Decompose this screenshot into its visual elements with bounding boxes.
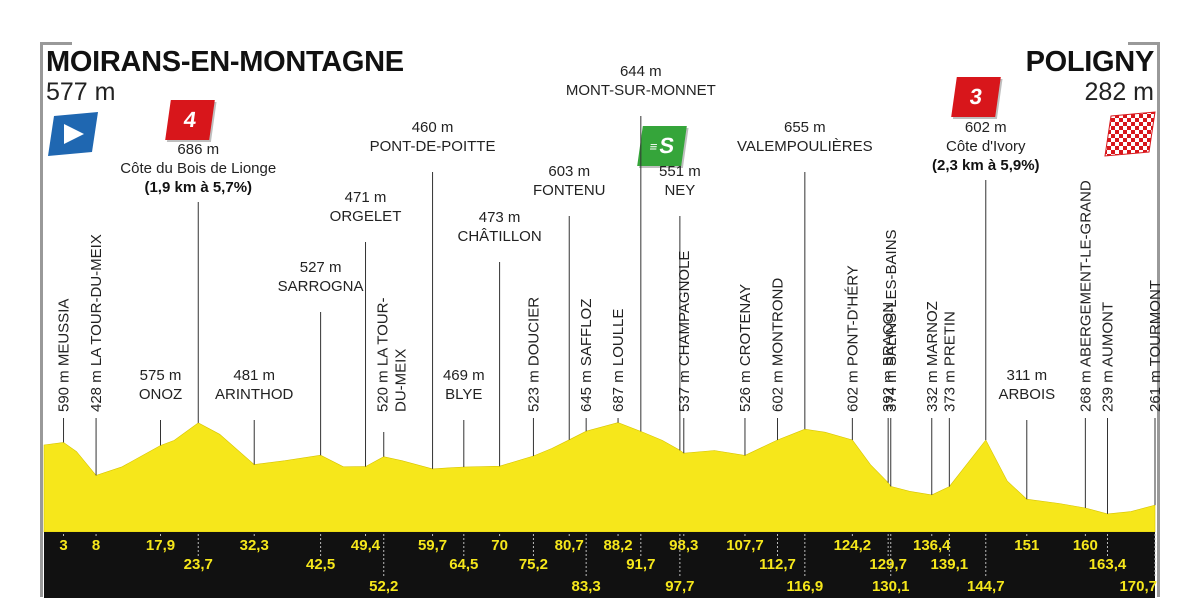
km-label: 32,3 — [240, 537, 269, 554]
km-label: 144,7 — [967, 578, 1005, 595]
climb-detail: (1,9 km à 5,7%) — [144, 179, 252, 196]
waypoint-label: 537 m CHAMPAGNOLE — [676, 251, 693, 412]
waypoint-name: MONT-SUR-MONNET — [566, 82, 716, 99]
km-label: 170,7 — [1119, 578, 1157, 595]
waypoint-elevation: 644 m — [620, 63, 662, 80]
km-band — [44, 532, 1155, 598]
waypoint-elevation: 460 m — [412, 119, 454, 136]
waypoint-elevation: 481 m — [233, 367, 275, 384]
km-label: 124,2 — [834, 537, 872, 554]
waypoint-name: BLYE — [445, 386, 482, 403]
climb-name: Côte du Bois de Lionge — [120, 160, 276, 177]
waypoint-label: 261 m TOURMONT — [1147, 280, 1164, 412]
km-label: 49,4 — [351, 537, 381, 554]
checkered-flag-icon — [1104, 111, 1156, 157]
km-label: 75,2 — [519, 556, 548, 573]
km-label: 98,3 — [669, 537, 698, 554]
km-label: 163,4 — [1089, 556, 1127, 573]
km-label: 8 — [92, 537, 100, 554]
km-label: 97,7 — [665, 578, 694, 595]
waypoint-label: 239 m AUMONT — [1099, 302, 1116, 412]
waypoint-elevation: 575 m — [140, 367, 182, 384]
waypoint-name: PONT-DE-POITTE — [370, 138, 496, 155]
frame-top-left — [40, 42, 72, 45]
climb-elevation: 686 m — [177, 141, 219, 158]
waypoint-label: 520 m LA TOUR- — [375, 298, 392, 413]
km-label: 23,7 — [184, 556, 213, 573]
waypoint-label: 602 m MONTROND — [770, 278, 787, 412]
km-label: 3 — [59, 537, 67, 554]
start-town: MOIRANS-EN-MONTAGNE — [46, 46, 404, 78]
waypoint-elevation: 471 m — [345, 189, 387, 206]
climb-detail: (2,3 km à 5,9%) — [932, 157, 1040, 174]
km-label: 130,1 — [872, 578, 910, 595]
waypoint-elevation: 527 m — [300, 259, 342, 276]
waypoint-elevation: 473 m — [479, 209, 521, 226]
km-label: 59,7 — [418, 537, 447, 554]
km-label: 42,5 — [306, 556, 335, 573]
km-label: 139,1 — [931, 556, 969, 573]
waypoint-name: SARROGNA — [278, 278, 364, 295]
waypoint-elevation: 311 m — [1006, 367, 1047, 384]
km-label: 80,7 — [555, 537, 584, 554]
waypoint-label: 645 m SAFFLOZ — [578, 299, 595, 412]
km-label: 136,4 — [913, 537, 951, 554]
waypoint-elevation: 551 m — [659, 163, 701, 180]
waypoint-label: 373 m PRETIN — [941, 311, 958, 412]
frame-left — [40, 42, 43, 597]
waypoint-label: 523 m DOUCIER — [525, 297, 542, 412]
waypoint-elevation: 655 m — [784, 119, 826, 136]
km-label: 107,7 — [726, 537, 764, 554]
km-label: 129,7 — [869, 556, 907, 573]
profile-area — [43, 422, 1156, 533]
waypoint-name: NEY — [664, 182, 695, 199]
climb-elevation: 602 m — [965, 119, 1007, 136]
waypoint-label: 392 m BRACON — [880, 302, 897, 412]
waypoint-name: ONOZ — [139, 386, 182, 403]
km-label: 88,2 — [603, 537, 632, 554]
start-flag-icon — [48, 112, 98, 156]
waypoint-label: 374 m SALINS-LES-BAINS — [883, 229, 900, 412]
waypoint-label: 590 m MEUSSIA — [56, 299, 73, 412]
km-label: 160 — [1073, 537, 1098, 554]
km-label: 70 — [491, 537, 508, 554]
frame-top-right — [1128, 42, 1160, 45]
climb-name: Côte d'Ivory — [946, 138, 1026, 155]
waypoint-label: 428 m LA TOUR-DU-MEIX — [88, 234, 105, 412]
waypoint-name: ARBOIS — [998, 386, 1055, 403]
km-label: 91,7 — [626, 556, 655, 573]
finish-elevation: 282 m — [1084, 78, 1154, 106]
waypoint-name: VALEMPOULIÈRES — [737, 138, 873, 155]
waypoint-elevation: 603 m — [548, 163, 590, 180]
km-label: 64,5 — [449, 556, 478, 573]
waypoint-label: 332 m MARNOZ — [924, 301, 941, 412]
waypoint-label-line2: DU-MEIX — [393, 349, 410, 412]
waypoint-elevation: 469 m — [443, 367, 485, 384]
km-label: 52,2 — [369, 578, 398, 595]
frame-right — [1157, 42, 1160, 597]
km-label: 116,9 — [786, 578, 823, 595]
start-elevation: 577 m — [46, 78, 116, 106]
waypoint-name: ARINTHOD — [215, 386, 294, 403]
km-label: 112,7 — [759, 556, 796, 573]
waypoint-label: 268 m ABERGEMENT-LE-GRAND — [1077, 180, 1094, 412]
waypoint-label: 526 m CROTENAY — [737, 284, 754, 412]
finish-town: POLIGNY — [1025, 46, 1155, 78]
km-label: 17,9 — [146, 537, 175, 554]
km-label: 151 — [1014, 537, 1039, 554]
waypoint-label: 602 m PONT-D'HÉRY — [844, 265, 861, 412]
km-label: 83,3 — [572, 578, 601, 595]
waypoint-name: CHÂTILLON — [458, 228, 542, 245]
waypoint-name: FONTENU — [533, 182, 606, 199]
waypoint-name: ORGELET — [330, 208, 402, 225]
waypoint-label: 687 m LOULLE — [610, 309, 627, 412]
